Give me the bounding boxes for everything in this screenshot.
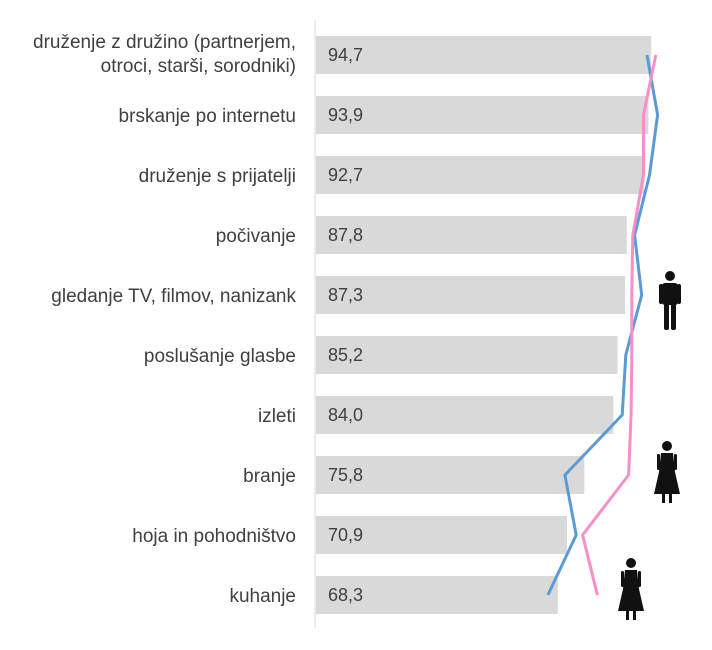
category-labels: druženje z družino (partnerjem, otroci, s… [33,32,296,607]
woman-icon [618,558,644,620]
bar [316,336,618,374]
category-label: brskanje po internetu [119,106,296,127]
value-label: 87,3 [328,285,363,305]
series-line [546,54,660,596]
bar [316,396,614,434]
bar [316,516,567,554]
category-label: počivanje [216,226,296,247]
category-label: druženje z družino (partnerjem, [33,32,296,53]
value-label: 70,9 [328,525,363,545]
bar [316,576,558,614]
category-label: otroci, starši, sorodniki) [101,56,296,77]
value-labels: 94,7 93,9 92,7 87,8 87,3 85,2 84,0 75,8 70,9 68,3 [328,45,363,605]
series-line [581,54,658,596]
value-label: 85,2 [328,345,363,365]
woman-icon [654,441,680,503]
man-icon [659,271,681,330]
category-label: branje [243,466,296,487]
category-label: kuhanje [229,586,296,607]
bar [316,216,627,254]
value-label: 84,0 [328,405,363,425]
bars [316,36,652,614]
category-label: gledanje TV, filmov, nanizank [51,286,296,307]
value-label: 75,8 [328,465,363,485]
category-label: hoja in pohodništvo [132,526,296,547]
value-label: 92,7 [328,165,363,185]
bar [316,96,649,134]
bar [316,36,652,74]
value-label: 94,7 [328,45,363,65]
bar [316,156,645,194]
category-label: izleti [258,406,296,427]
value-label: 87,8 [328,225,363,245]
bar [316,276,626,314]
value-label: 93,9 [328,105,363,125]
series-lines [546,54,660,596]
category-label: druženje s prijatelji [139,166,296,187]
value-label: 68,3 [328,585,363,605]
category-label: poslušanje glasbe [144,346,296,367]
bar [316,456,585,494]
